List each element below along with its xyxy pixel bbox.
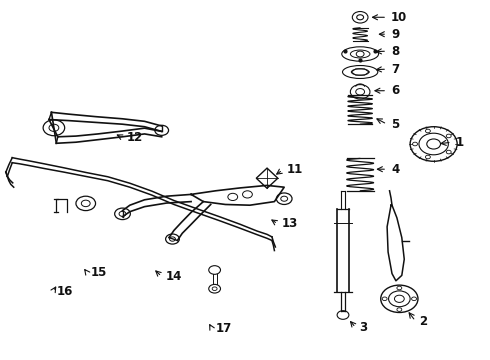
Text: 5: 5: [391, 118, 399, 131]
Text: 8: 8: [391, 45, 399, 58]
Circle shape: [381, 285, 418, 312]
Text: 3: 3: [360, 321, 368, 334]
Circle shape: [76, 196, 96, 211]
Text: 13: 13: [282, 217, 298, 230]
Text: 9: 9: [391, 28, 399, 41]
Circle shape: [155, 125, 169, 135]
Text: 2: 2: [419, 315, 428, 328]
Circle shape: [43, 120, 65, 136]
Text: 1: 1: [456, 136, 464, 149]
Text: 10: 10: [391, 11, 407, 24]
Text: 4: 4: [391, 163, 399, 176]
Text: 17: 17: [216, 322, 232, 335]
Text: 16: 16: [57, 285, 73, 298]
Text: 12: 12: [126, 131, 143, 144]
Circle shape: [209, 284, 221, 293]
Text: 6: 6: [391, 84, 399, 97]
Text: 14: 14: [166, 270, 182, 283]
Text: 11: 11: [287, 163, 303, 176]
Text: 7: 7: [391, 63, 399, 76]
Text: 15: 15: [91, 266, 107, 279]
Circle shape: [115, 208, 130, 220]
Circle shape: [276, 193, 292, 204]
Circle shape: [166, 234, 179, 244]
Circle shape: [410, 127, 457, 161]
Circle shape: [209, 266, 221, 274]
